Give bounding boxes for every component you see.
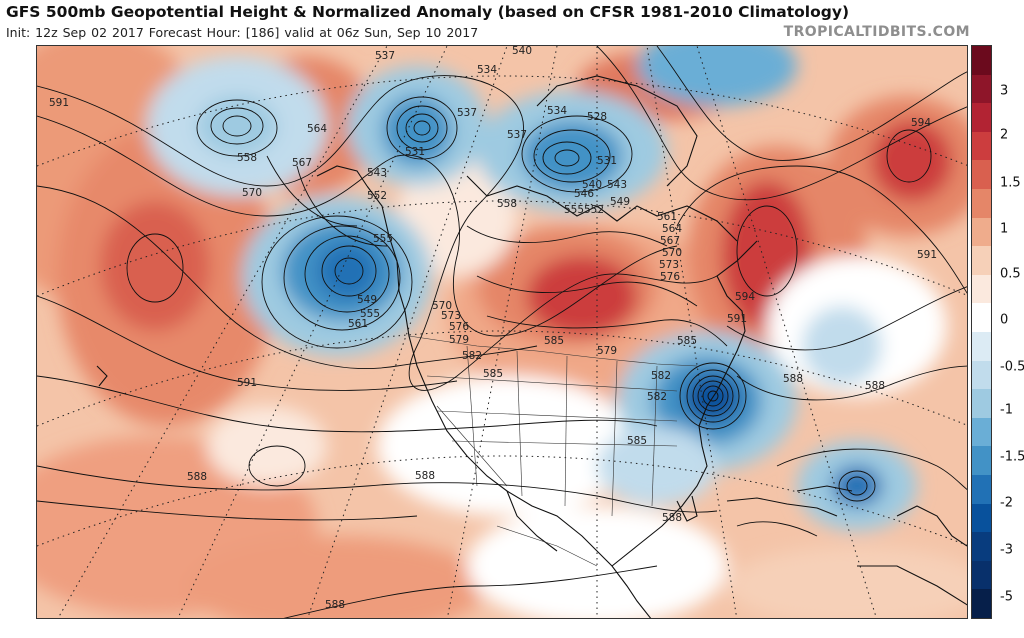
contour-label: 567: [660, 235, 680, 247]
contour-label: 585: [544, 335, 564, 347]
contour-label: 585: [483, 368, 503, 380]
contour-label: 561: [657, 211, 677, 223]
contour-label: 570: [432, 300, 452, 312]
colorbar-segment: [972, 274, 991, 304]
contour-label: 543: [367, 167, 387, 179]
height-contours: [37, 46, 967, 618]
contour-label: 555: [564, 204, 584, 216]
contour-label: 591: [727, 313, 747, 325]
colorbar-tick-label: 1: [1000, 221, 1009, 237]
colorbar-segment: [972, 503, 991, 533]
contour-label: 540: [582, 179, 602, 191]
contour-label: 585: [627, 435, 647, 447]
anomaly-map: 591 564 558 567 570 537 534 537 531 543 552 540 534 5…: [36, 45, 968, 619]
colorbar-segment: [972, 560, 991, 590]
contour-label: 543: [607, 179, 627, 191]
colorbar-segment: [972, 589, 991, 619]
contour-label: 570: [662, 247, 682, 259]
political-borders: [408, 335, 698, 567]
contour-label: 573: [441, 310, 461, 322]
contour-label: 582: [462, 350, 482, 362]
colorbar-segment: [972, 46, 991, 76]
colorbar-segment: [972, 103, 991, 133]
contour-label: 594: [735, 291, 755, 303]
contour-label: 555: [360, 308, 380, 320]
contour-label: 555: [373, 233, 393, 245]
colorbar-segment: [972, 131, 991, 161]
contour-label: 531: [405, 146, 425, 158]
colorbar-tick-label: 1.5: [1000, 175, 1021, 191]
contour-label: 591: [237, 377, 257, 389]
contour-label: 549: [610, 196, 630, 208]
colorbar-segment: [972, 189, 991, 219]
colorbar-tick-label: 2: [1000, 127, 1009, 143]
contour-label: 573: [659, 259, 679, 271]
colorbar-tick-label: -2: [1000, 495, 1013, 511]
colorbar-tick-label: 3: [1000, 83, 1009, 99]
colorbar-segment: [972, 303, 991, 333]
contour-label: 552: [584, 204, 604, 216]
colorbar-segment: [972, 389, 991, 419]
contour-label: 564: [307, 123, 327, 135]
contour-label: 591: [49, 97, 69, 109]
contour-label: 579: [449, 334, 469, 346]
contour-label: 540: [512, 46, 532, 57]
colorbar-segment: [972, 74, 991, 104]
contour-label: 534: [547, 105, 567, 117]
contour-label: 591: [917, 249, 937, 261]
contour-label: 588: [662, 512, 682, 524]
colorbar-segment: [972, 246, 991, 276]
colorbar-segment: [972, 532, 991, 562]
contour-label: 594: [911, 117, 931, 129]
contour-label: 561: [348, 318, 368, 330]
colorbar-segment: [972, 217, 991, 247]
contour-label: 588: [783, 373, 803, 385]
contour-label: 564: [662, 223, 682, 235]
contour-label: 558: [237, 152, 257, 164]
colorbar-segment: [972, 160, 991, 190]
colorbar-segment: [972, 417, 991, 447]
contour-label: 576: [660, 271, 680, 283]
contour-label: 558: [497, 198, 517, 210]
colorbar-tick-label: 0.5: [1000, 266, 1021, 282]
contour-label: 588: [415, 470, 435, 482]
colorbar-tick-label: -5: [1000, 589, 1013, 605]
colorbar-tick-label: -3: [1000, 542, 1013, 558]
contour-label: 552: [367, 190, 387, 202]
contour-label: 528: [587, 111, 607, 123]
colorbar-segment: [972, 332, 991, 362]
contour-label: 570: [242, 187, 262, 199]
colorbar-segment: [972, 446, 991, 476]
contour-label: 537: [375, 50, 395, 62]
contour-label: 546: [574, 188, 594, 200]
chart-subtitle: Init: 12z Sep 02 2017 Forecast Hour: [18…: [6, 25, 479, 40]
contour-label: 576: [449, 321, 469, 333]
contour-label: 531: [597, 155, 617, 167]
contour-label: 585: [677, 335, 697, 347]
colorbar-tick-label: -0.5: [1000, 359, 1024, 375]
contour-label: 549: [357, 294, 377, 306]
anomaly-colorbar: [971, 45, 992, 619]
contour-label: 588: [865, 380, 885, 392]
colorbar-tick-label: 0: [1000, 312, 1009, 328]
contour-label: 537: [507, 129, 527, 141]
contour-label: 537: [457, 107, 477, 119]
contour-label: 582: [651, 370, 671, 382]
colorbar-tick-label: -1.5: [1000, 449, 1024, 465]
contour-label: 534: [477, 64, 497, 76]
contour-label: 582: [647, 391, 667, 403]
colorbar-segment: [972, 360, 991, 390]
contour-label: 579: [597, 345, 617, 357]
colorbar-tick-label: -1: [1000, 402, 1013, 418]
contour-label: 588: [325, 599, 345, 611]
chart-title: GFS 500mb Geopotential Height & Normaliz…: [6, 3, 850, 21]
coastlines: [96, 75, 967, 618]
colorbar-segment: [972, 475, 991, 505]
brand-watermark[interactable]: TROPICALTIDBITS.COM: [783, 24, 970, 40]
contour-label: 567: [292, 157, 312, 169]
contour-label: 588: [187, 471, 207, 483]
